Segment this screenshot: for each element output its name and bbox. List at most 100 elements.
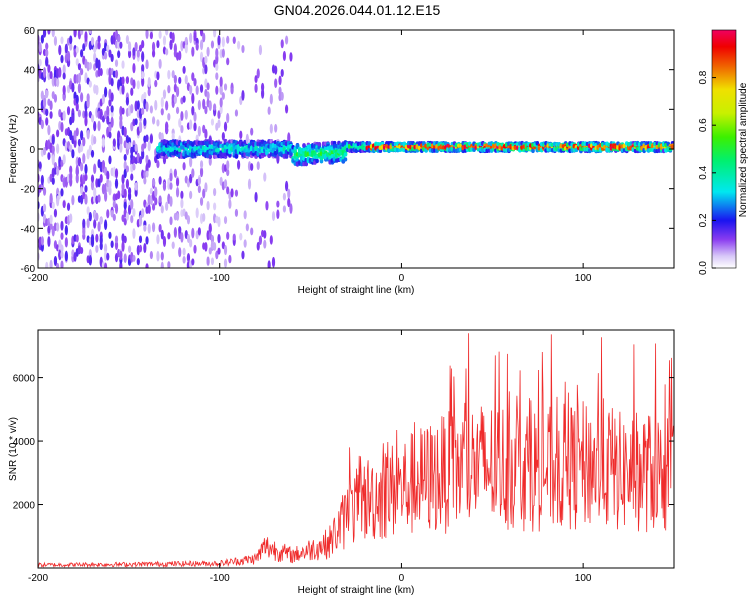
spectrogram-cell bbox=[95, 233, 99, 243]
spectrogram-cell bbox=[86, 129, 90, 140]
spectrogram-cell bbox=[106, 105, 110, 116]
spectrogram-x-tick-label: -200 bbox=[28, 273, 48, 284]
spectrogram-cell bbox=[223, 83, 228, 91]
spectrogram-cell bbox=[186, 233, 191, 243]
spectrogram-cell bbox=[103, 51, 108, 60]
spectrogram-cell bbox=[93, 45, 97, 54]
spectrogram-cell bbox=[167, 261, 171, 268]
spectrogram-cell bbox=[202, 32, 206, 43]
spectrogram-cell bbox=[204, 182, 208, 193]
spectrogram-cell bbox=[136, 80, 140, 90]
spectrogram-cell bbox=[60, 54, 64, 64]
spectrogram-cell bbox=[130, 215, 134, 224]
spectrogram-cell bbox=[250, 227, 254, 236]
spectrogram-cell bbox=[293, 149, 298, 154]
spectrogram-cell bbox=[60, 244, 64, 253]
spectrogram-cell bbox=[167, 182, 171, 190]
spectrogram-x-ticks: -200 -100 0 100 bbox=[28, 30, 592, 284]
spectrogram-cell bbox=[195, 42, 199, 51]
spectrogram-cell bbox=[114, 203, 119, 214]
spectrogram-cell bbox=[263, 172, 267, 182]
spectrogram-y-tick-label: -40 bbox=[21, 224, 36, 235]
spectrogram-cell bbox=[58, 44, 62, 56]
spectrogram-cell bbox=[280, 91, 284, 101]
spectrogram-cell bbox=[40, 119, 44, 130]
spectrogram-cell bbox=[127, 245, 132, 253]
snr-panel: 2000 4000 6000 -200 -100 0 100 Height of stra… bbox=[8, 329, 675, 596]
spectrogram-cell bbox=[186, 253, 191, 263]
spectrogram-y-tick-label: 0 bbox=[29, 145, 35, 156]
spectrogram-cell bbox=[53, 36, 58, 46]
spectrogram-cell bbox=[151, 203, 156, 211]
spectrogram-cell bbox=[53, 208, 58, 218]
spectrogram-cell bbox=[180, 124, 184, 134]
spectrogram-cell bbox=[254, 75, 258, 83]
spectrogram-cell bbox=[66, 106, 71, 116]
spectrogram-cell bbox=[38, 58, 42, 67]
spectrogram-cell bbox=[210, 40, 215, 49]
spectrogram-cell bbox=[88, 211, 92, 222]
spectrogram-cell bbox=[156, 119, 160, 127]
spectrogram-cell bbox=[60, 188, 64, 197]
spectrogram-cell bbox=[56, 165, 60, 176]
spectrogram-cell bbox=[108, 99, 112, 107]
spectrogram-cell bbox=[56, 222, 60, 232]
spectrogram-cell bbox=[171, 132, 175, 141]
spectrogram-cell bbox=[49, 100, 53, 111]
spectrogram-cell bbox=[121, 60, 125, 69]
spectrogram-cell bbox=[269, 123, 273, 134]
spectrogram-cell bbox=[60, 260, 64, 268]
spectrogram-cell bbox=[226, 231, 230, 240]
spectrogram-cell bbox=[143, 117, 147, 127]
spectrogram-cell bbox=[186, 215, 191, 225]
spectrogram-cell bbox=[175, 106, 180, 115]
spectrogram-cell bbox=[256, 161, 260, 170]
spectrogram-cell bbox=[173, 74, 177, 84]
spectrogram-cell bbox=[191, 46, 195, 57]
snr-series-line bbox=[37, 333, 675, 569]
spectrogram-cell bbox=[49, 222, 53, 230]
spectrogram-cell bbox=[64, 237, 68, 248]
spectrogram-cell bbox=[232, 36, 236, 44]
spectrogram-cell bbox=[237, 159, 241, 170]
spectrogram-cells bbox=[38, 30, 674, 268]
spectrogram-cell bbox=[243, 239, 247, 248]
spectrogram-x-tick-label: -100 bbox=[210, 273, 230, 284]
spectrogram-cell bbox=[241, 90, 245, 101]
spectrogram-cell bbox=[162, 89, 167, 100]
spectrogram-cell bbox=[178, 118, 182, 128]
spectrogram-cell bbox=[197, 185, 201, 194]
spectrogram-cell bbox=[106, 170, 110, 181]
spectrogram-cell bbox=[189, 238, 193, 248]
spectrogram-cell bbox=[80, 49, 84, 58]
spectrogram-y-tick-label: -60 bbox=[21, 264, 36, 275]
spectrogram-cell bbox=[258, 235, 263, 246]
spectrogram-cell bbox=[71, 149, 75, 159]
spectrogram-cell bbox=[103, 262, 108, 268]
spectrogram-cell bbox=[171, 70, 175, 79]
colorbar: 0.0 0.2 0.4 0.6 0.8 Normalized spectral ampl… bbox=[698, 29, 749, 275]
spectrogram-cell bbox=[254, 83, 258, 94]
spectrogram-cell bbox=[178, 76, 182, 85]
spectrogram-cell bbox=[132, 254, 136, 262]
spectrogram-cell bbox=[158, 30, 162, 40]
spectrogram-cell bbox=[77, 72, 82, 84]
spectrogram-cell bbox=[189, 156, 193, 168]
spectrogram-cell bbox=[42, 97, 47, 109]
spectrogram-y-tick-label: -20 bbox=[21, 185, 36, 196]
spectrogram-cell bbox=[93, 120, 97, 132]
spectrogram-cell bbox=[127, 49, 132, 59]
snr-x-tick-label: -100 bbox=[210, 573, 230, 584]
spectrogram-cell bbox=[219, 176, 223, 186]
spectrogram-cell bbox=[221, 241, 225, 250]
spectrogram-y-tick-label: 60 bbox=[24, 26, 36, 37]
spectrogram-cell bbox=[182, 95, 186, 103]
spectrogram-cell bbox=[343, 157, 348, 162]
spectrogram-cell bbox=[75, 165, 79, 176]
spectrogram-cell bbox=[191, 258, 195, 266]
spectrogram-cell bbox=[204, 64, 208, 75]
spectrogram-cell bbox=[45, 108, 49, 117]
spectrogram-cell bbox=[193, 111, 197, 123]
spectrogram-cell bbox=[42, 187, 47, 196]
spectrogram-cell bbox=[95, 178, 99, 188]
